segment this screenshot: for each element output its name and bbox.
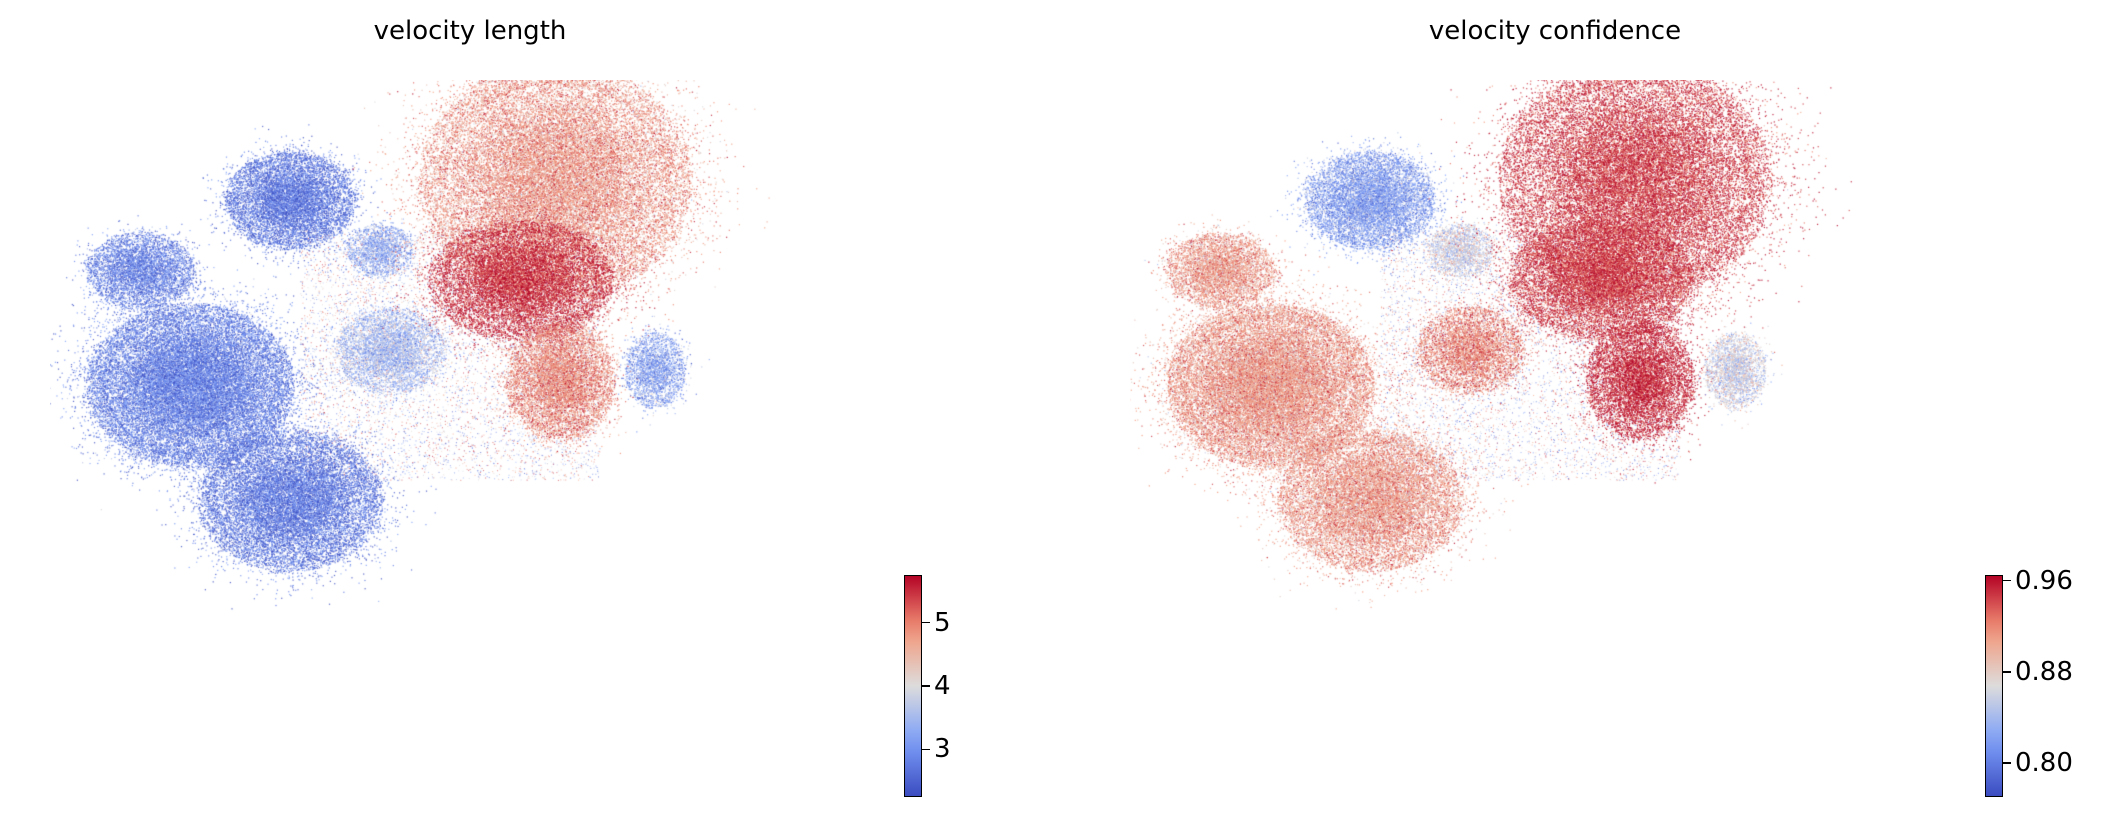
colorbar-tick [2003,671,2011,673]
chart-panel-velocity-length: velocity length 3 4 5 [0,0,1040,817]
colorbar-tick [922,685,930,687]
colorbar-tick-label: 4 [934,671,951,701]
umap-scatter-plot [50,80,880,780]
chart-title: velocity confidence [1428,16,1682,46]
colorbar-tick-label: 0.96 [2015,565,2073,596]
colorbar-tick [922,621,930,624]
colorbar-tick-label: 3 [934,734,951,765]
umap-scatter-plot [1130,80,1960,780]
colorbar-tick-label: 0.80 [2015,747,2073,778]
colorbar-tick-label: 5 [934,607,951,638]
chart-title: velocity length [373,16,567,46]
colorbar-tick [922,748,930,751]
colorbar-tick [2003,762,2011,764]
colorbar [1985,575,2003,797]
colorbar [904,575,922,797]
colorbar-tick-label: 0.88 [2015,656,2073,687]
colorbar-tick [2003,579,2011,582]
